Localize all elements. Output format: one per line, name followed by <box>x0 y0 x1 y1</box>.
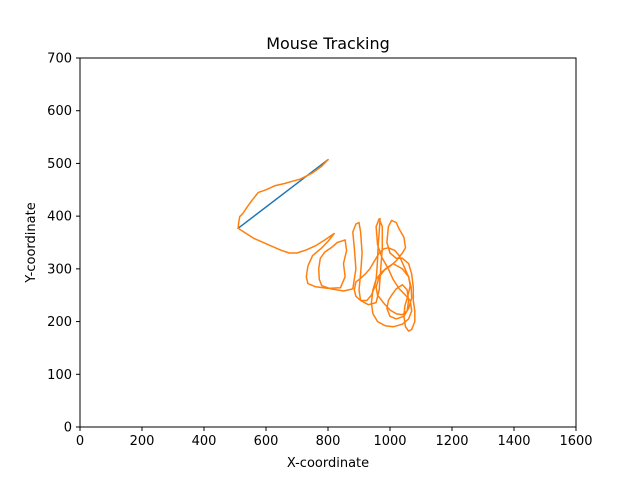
series-line-1 <box>237 158 329 230</box>
x-tick-label: 1200 <box>435 434 468 449</box>
y-tick-label: 700 <box>47 52 72 67</box>
x-tick-label: 600 <box>254 434 279 449</box>
y-tick-label: 400 <box>47 210 72 225</box>
x-tick-label: 1600 <box>559 434 592 449</box>
x-axis-label: X-coordinate <box>287 456 369 471</box>
series-line-2 <box>237 158 416 332</box>
plot-area <box>80 58 576 427</box>
x-tick-label: 800 <box>316 434 341 449</box>
y-tick-label: 200 <box>47 315 72 330</box>
y-ticks: 0 100 200 300 400 500 600 700 <box>47 52 80 436</box>
y-axis-label: Y-coordinate <box>24 202 39 283</box>
y-tick-label: 300 <box>47 262 72 277</box>
y-tick-label: 500 <box>47 157 72 172</box>
x-tick-label: 400 <box>192 434 217 449</box>
x-tick-label: 1400 <box>497 434 530 449</box>
y-tick-label: 100 <box>47 368 72 383</box>
x-ticks: 0 200 400 600 800 1000 1200 1400 1600 <box>76 427 593 449</box>
y-tick-label: 600 <box>47 104 72 119</box>
x-tick-label: 1000 <box>373 434 406 449</box>
y-tick-label: 0 <box>64 421 72 436</box>
x-tick-label: 0 <box>76 434 84 449</box>
chart-title: Mouse Tracking <box>266 34 390 53</box>
x-tick-label: 200 <box>130 434 155 449</box>
series-layer <box>237 158 416 332</box>
